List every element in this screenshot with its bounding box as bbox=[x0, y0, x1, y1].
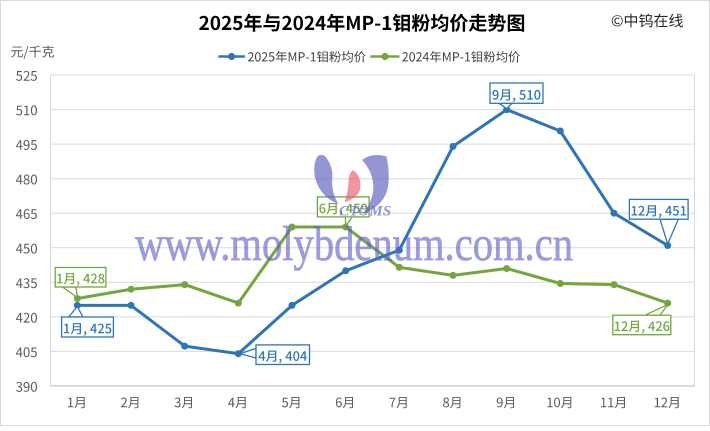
svg-text:www.molybdenum.com.cn: www.molybdenum.com.cn bbox=[135, 216, 573, 271]
svg-text:CTOMS: CTOMS bbox=[339, 204, 391, 220]
